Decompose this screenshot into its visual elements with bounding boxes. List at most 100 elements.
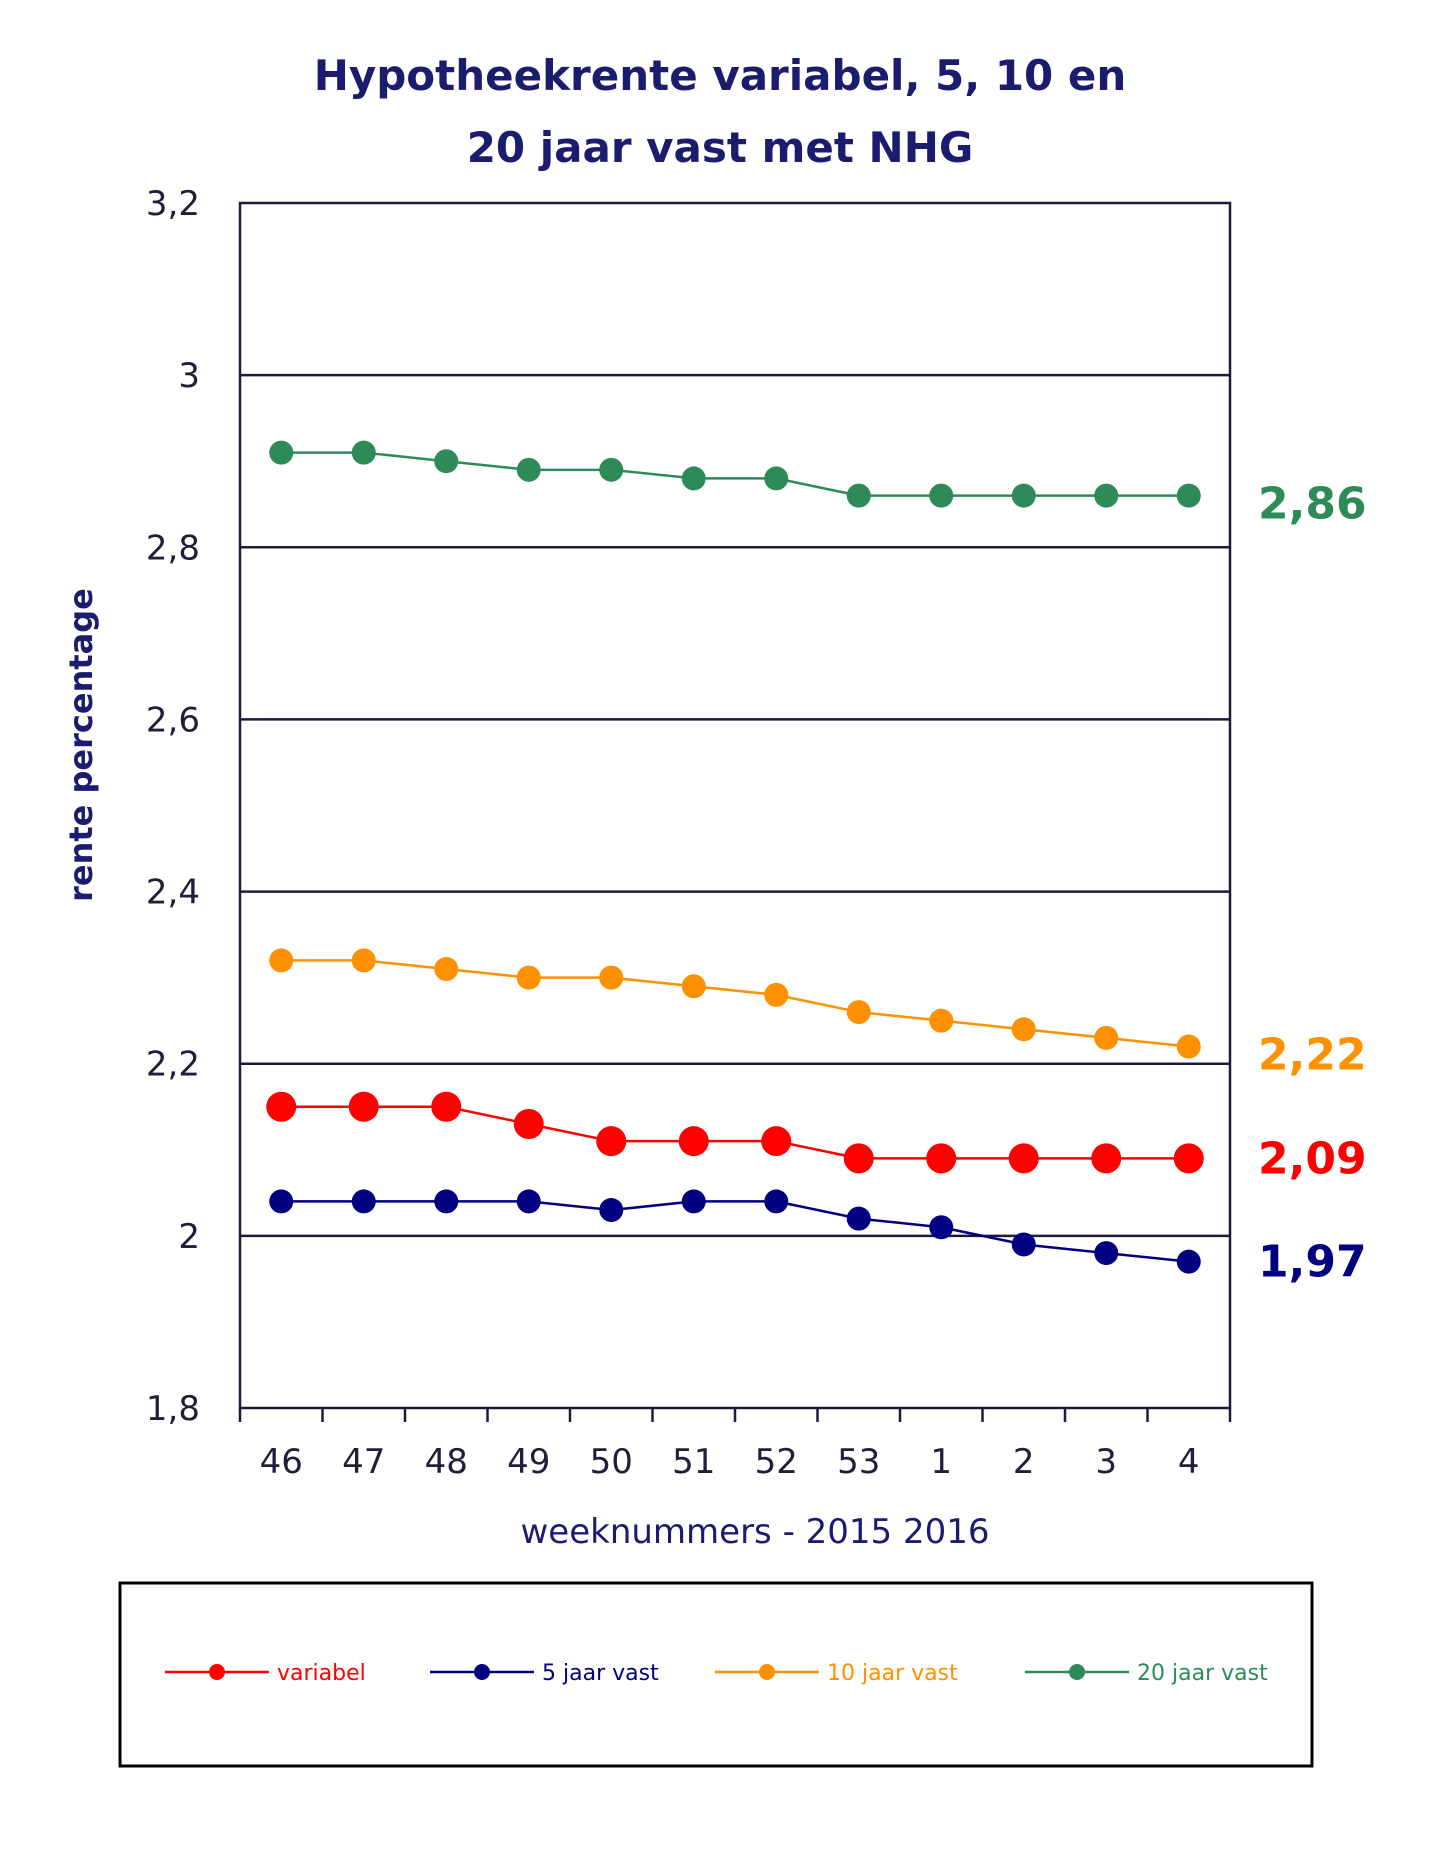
series-line <box>281 1200 1189 1263</box>
data-point <box>843 1143 874 1174</box>
data-point <box>1008 1143 1039 1174</box>
legend-label: variabel <box>277 1661 366 1686</box>
legend-item: variabel <box>165 1661 366 1686</box>
data-point <box>681 1189 706 1214</box>
data-point <box>269 440 294 465</box>
legend-item: 10 jaar vast <box>715 1661 958 1686</box>
legend-swatch-marker <box>209 1664 225 1680</box>
data-point <box>1176 483 1201 508</box>
data-point <box>846 483 871 508</box>
x-tick-label: 48 <box>425 1442 468 1482</box>
series-layer <box>266 440 1204 1274</box>
data-point <box>513 1108 544 1139</box>
data-point <box>434 449 459 474</box>
x-tick-label: 2 <box>1013 1442 1035 1482</box>
series-10-jaar-vast <box>269 948 1201 1059</box>
plot-area-border <box>238 201 1232 1410</box>
data-point <box>1011 1017 1036 1042</box>
series-line <box>281 451 1189 497</box>
data-point <box>764 466 789 491</box>
data-point <box>681 466 706 491</box>
y-tick-label: 1,8 <box>146 1389 200 1429</box>
x-tick-label: 50 <box>590 1442 633 1482</box>
data-point <box>929 1008 954 1033</box>
legend: variabel 5 jaar vast 10 jaar vast 20 jaar v… <box>165 1661 1268 1686</box>
data-point <box>926 1143 957 1174</box>
legend-box <box>118 1581 1314 1768</box>
y-tick-label: 3,2 <box>146 184 200 224</box>
y-tick-label: 2,8 <box>146 528 200 568</box>
x-tick-label: 51 <box>672 1442 715 1482</box>
data-point <box>351 948 376 973</box>
data-point <box>599 1198 624 1223</box>
gridlines <box>240 373 1230 1238</box>
data-point <box>599 457 624 482</box>
legend-item: 20 jaar vast <box>1025 1661 1268 1686</box>
legend-swatch-marker <box>759 1664 775 1680</box>
y-tick-label: 2,6 <box>146 700 200 740</box>
legend-item: 5 jaar vast <box>430 1661 659 1686</box>
y-axis-label: rente percentage <box>62 588 100 902</box>
legend-label: 10 jaar vast <box>827 1661 958 1686</box>
series-line <box>281 1105 1189 1160</box>
data-point <box>761 1126 792 1157</box>
y-axis-ticks: 1,8 2 2,2 2,4 2,6 2,8 3 3,2 <box>146 184 200 1429</box>
x-tick-label: 52 <box>755 1442 798 1482</box>
data-point <box>1011 483 1036 508</box>
x-tick-label: 4 <box>1178 1442 1200 1482</box>
data-point <box>1094 1025 1119 1050</box>
chart-title-line-1: Hypotheekrente variabel, 5, 10 en <box>314 51 1127 100</box>
x-tick-label: 1 <box>930 1442 952 1482</box>
x-tick-label: 53 <box>837 1442 880 1482</box>
data-point <box>929 483 954 508</box>
data-point <box>846 1000 871 1025</box>
series-line <box>281 959 1189 1048</box>
data-point <box>434 1189 459 1214</box>
data-point <box>681 974 706 999</box>
data-point <box>929 1215 954 1240</box>
legend-label: 5 jaar vast <box>542 1661 659 1686</box>
data-point <box>266 1091 297 1122</box>
end-value-label: 1,97 <box>1258 1237 1367 1288</box>
data-point <box>599 965 624 990</box>
data-point <box>516 1189 541 1214</box>
series-variabel <box>266 1091 1204 1174</box>
chart-title-line-2: 20 jaar vast met NHG <box>467 123 974 172</box>
legend-swatch-marker <box>1069 1664 1085 1680</box>
series-5-jaar-vast <box>269 1189 1201 1274</box>
data-point <box>348 1091 379 1122</box>
data-point <box>846 1206 871 1231</box>
y-tick-label: 2,2 <box>146 1045 200 1085</box>
data-point <box>516 965 541 990</box>
legend-swatch-marker <box>474 1664 490 1680</box>
legend-label: 20 jaar vast <box>1137 1661 1268 1686</box>
y-tick-label: 3 <box>178 356 200 396</box>
data-point <box>1091 1143 1122 1174</box>
data-point <box>678 1126 709 1157</box>
data-point <box>764 982 789 1007</box>
x-axis-label: weeknummers - 2015 2016 <box>520 1512 989 1552</box>
x-tick-label: 46 <box>260 1442 303 1482</box>
x-axis-ticks: 46 47 48 49 50 51 52 53 1 2 3 4 <box>238 1408 1232 1482</box>
series-20-jaar-vast <box>269 440 1201 508</box>
data-point <box>1094 483 1119 508</box>
y-tick-label: 2 <box>178 1217 200 1257</box>
x-tick-label: 47 <box>342 1442 385 1482</box>
data-point <box>516 457 541 482</box>
data-point <box>764 1189 789 1214</box>
data-point <box>269 1189 294 1214</box>
end-value-label: 2,86 <box>1258 479 1367 530</box>
data-point <box>351 1189 376 1214</box>
y-tick-label: 2,4 <box>146 873 200 913</box>
data-point <box>351 440 376 465</box>
end-value-label: 2,09 <box>1258 1133 1367 1184</box>
data-point <box>1176 1249 1201 1274</box>
data-point <box>1173 1143 1204 1174</box>
data-point <box>1176 1034 1201 1059</box>
data-point <box>434 957 459 982</box>
data-point <box>431 1091 462 1122</box>
data-point <box>1094 1241 1119 1266</box>
data-point <box>1011 1232 1036 1257</box>
